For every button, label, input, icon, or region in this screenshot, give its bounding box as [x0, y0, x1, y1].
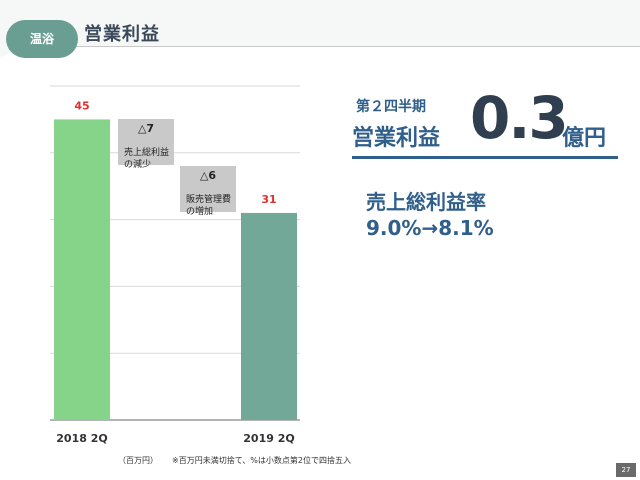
- data-label: 45: [74, 99, 89, 112]
- bridge-desc: 売上総利益 の減少: [124, 148, 170, 171]
- data-label: 31: [261, 193, 276, 206]
- kpi-underline: [352, 156, 618, 159]
- page-number: 27: [616, 463, 636, 477]
- header-divider: [50, 46, 640, 47]
- unit-label: （百万円）: [118, 456, 158, 465]
- ratio-value: 9.0%→8.1%: [366, 216, 494, 240]
- header-wave: [0, 0, 640, 58]
- bridge-value: △6: [199, 169, 217, 183]
- footnote: ※百万円未満切捨て、%は小数点第2位で四捨五入: [172, 456, 351, 465]
- ratio-label: 売上総利益率: [366, 190, 486, 214]
- bar-2018-2q: [54, 119, 110, 421]
- bridge-desc: 販売管理費 の増加: [186, 195, 232, 218]
- bridge-box: [118, 119, 174, 166]
- bridge-box: [180, 166, 236, 213]
- kpi-value: 0.3: [470, 84, 569, 152]
- category-label: 2019 2Q: [243, 432, 294, 445]
- page-title: 営業利益: [84, 24, 160, 45]
- kpi-label: 営業利益: [352, 126, 441, 151]
- bridge-value: △7: [137, 122, 155, 136]
- kpi-unit: 億円: [562, 126, 607, 151]
- category-label: 2018 2Q: [56, 432, 107, 445]
- kpi-period: 第２四半期: [356, 99, 426, 115]
- section-badge: 温浴: [6, 20, 78, 58]
- bar-2019-2q: [241, 212, 297, 420]
